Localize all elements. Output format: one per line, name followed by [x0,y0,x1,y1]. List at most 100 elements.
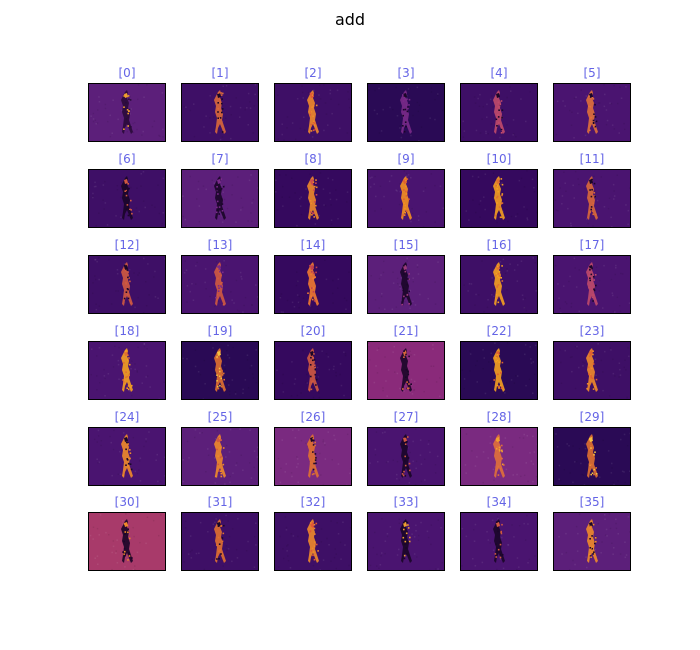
feature-map-image [367,341,445,400]
panel-label: [29] [579,410,605,424]
panel-label: [14] [300,238,326,252]
panel-label: [5] [583,66,601,80]
panel-label: [4] [490,66,508,80]
feature-map-image [460,169,538,228]
feature-map-image [88,255,166,314]
subject-silhouette [586,262,598,306]
subject-silhouette [307,262,319,306]
panel-label: [9] [397,152,415,166]
subject-silhouette [307,519,319,563]
feature-map-image [88,427,166,486]
panel-label: [11] [579,152,605,166]
subject-silhouette [400,176,412,220]
subject-silhouette [493,348,505,392]
subject-silhouette [493,90,505,134]
feature-map-image [181,512,259,571]
subject-silhouette [121,434,133,478]
panel-label: [13] [207,238,233,252]
feature-map-image [367,255,445,314]
feature-map-image [88,512,166,571]
panel-label: [8] [304,152,322,166]
feature-map-image [274,255,352,314]
feature-map-image [553,169,631,228]
feature-map-image [460,512,538,571]
feature-map-image [274,341,352,400]
subject-silhouette [586,434,598,478]
subject-silhouette [214,434,226,478]
subject-silhouette [121,262,133,306]
subject-silhouette [400,262,412,306]
panel-label: [20] [300,324,326,338]
panel-label: [25] [207,410,233,424]
feature-map-image [553,427,631,486]
feature-map-image [181,341,259,400]
subject-silhouette [586,90,598,134]
panel-label: [12] [114,238,140,252]
feature-map-image [274,512,352,571]
panel-label: [7] [211,152,229,166]
panel-label: [30] [114,495,140,509]
panel-label: [18] [114,324,140,338]
panel-label: [2] [304,66,322,80]
feature-map-image [460,83,538,142]
panel-label: [26] [300,410,326,424]
panel-label: [28] [486,410,512,424]
feature-map-image [553,512,631,571]
subject-silhouette [586,176,598,220]
feature-map-image [274,83,352,142]
subject-silhouette [493,434,505,478]
panel-label: [19] [207,324,233,338]
panel-label: [3] [397,66,415,80]
subject-silhouette [121,90,133,134]
feature-map-image [553,255,631,314]
subject-silhouette [307,434,319,478]
feature-map-image [367,83,445,142]
panel-label: [32] [300,495,326,509]
feature-map-image [367,169,445,228]
feature-map-image [460,255,538,314]
feature-map-image [88,83,166,142]
panel-label: [21] [393,324,419,338]
feature-map-image [274,427,352,486]
panel-label: [34] [486,495,512,509]
feature-map-image [88,169,166,228]
feature-map-image [181,169,259,228]
feature-map-image [553,341,631,400]
subject-silhouette [307,176,319,220]
panel-label: [31] [207,495,233,509]
subject-silhouette [307,348,319,392]
subject-silhouette [214,519,226,563]
feature-map-image [553,83,631,142]
panel-label: [16] [486,238,512,252]
feature-map-image [88,341,166,400]
subject-silhouette [586,519,598,563]
subject-silhouette [214,90,226,134]
feature-map-image [181,83,259,142]
panel-label: [27] [393,410,419,424]
feature-map-image [181,427,259,486]
panel-label: [1] [211,66,229,80]
subject-silhouette [121,348,133,392]
subject-silhouette [493,176,505,220]
panel-label: [23] [579,324,605,338]
panel-label: [6] [118,152,136,166]
feature-map-image [274,169,352,228]
subject-silhouette [307,90,319,134]
panel-label: [33] [393,495,419,509]
feature-map-image [460,341,538,400]
panel-label: [17] [579,238,605,252]
feature-map-image [367,512,445,571]
panel-label: [35] [579,495,605,509]
feature-map-image [181,255,259,314]
feature-map-image [460,427,538,486]
feature-map-image [367,427,445,486]
panel-label: [15] [393,238,419,252]
figure-title: add [334,10,366,29]
subject-silhouette [586,348,598,392]
panel-label: [22] [486,324,512,338]
panel-label: [10] [486,152,512,166]
panel-label: [24] [114,410,140,424]
panel-label: [0] [118,66,136,80]
subject-silhouette [493,519,505,563]
